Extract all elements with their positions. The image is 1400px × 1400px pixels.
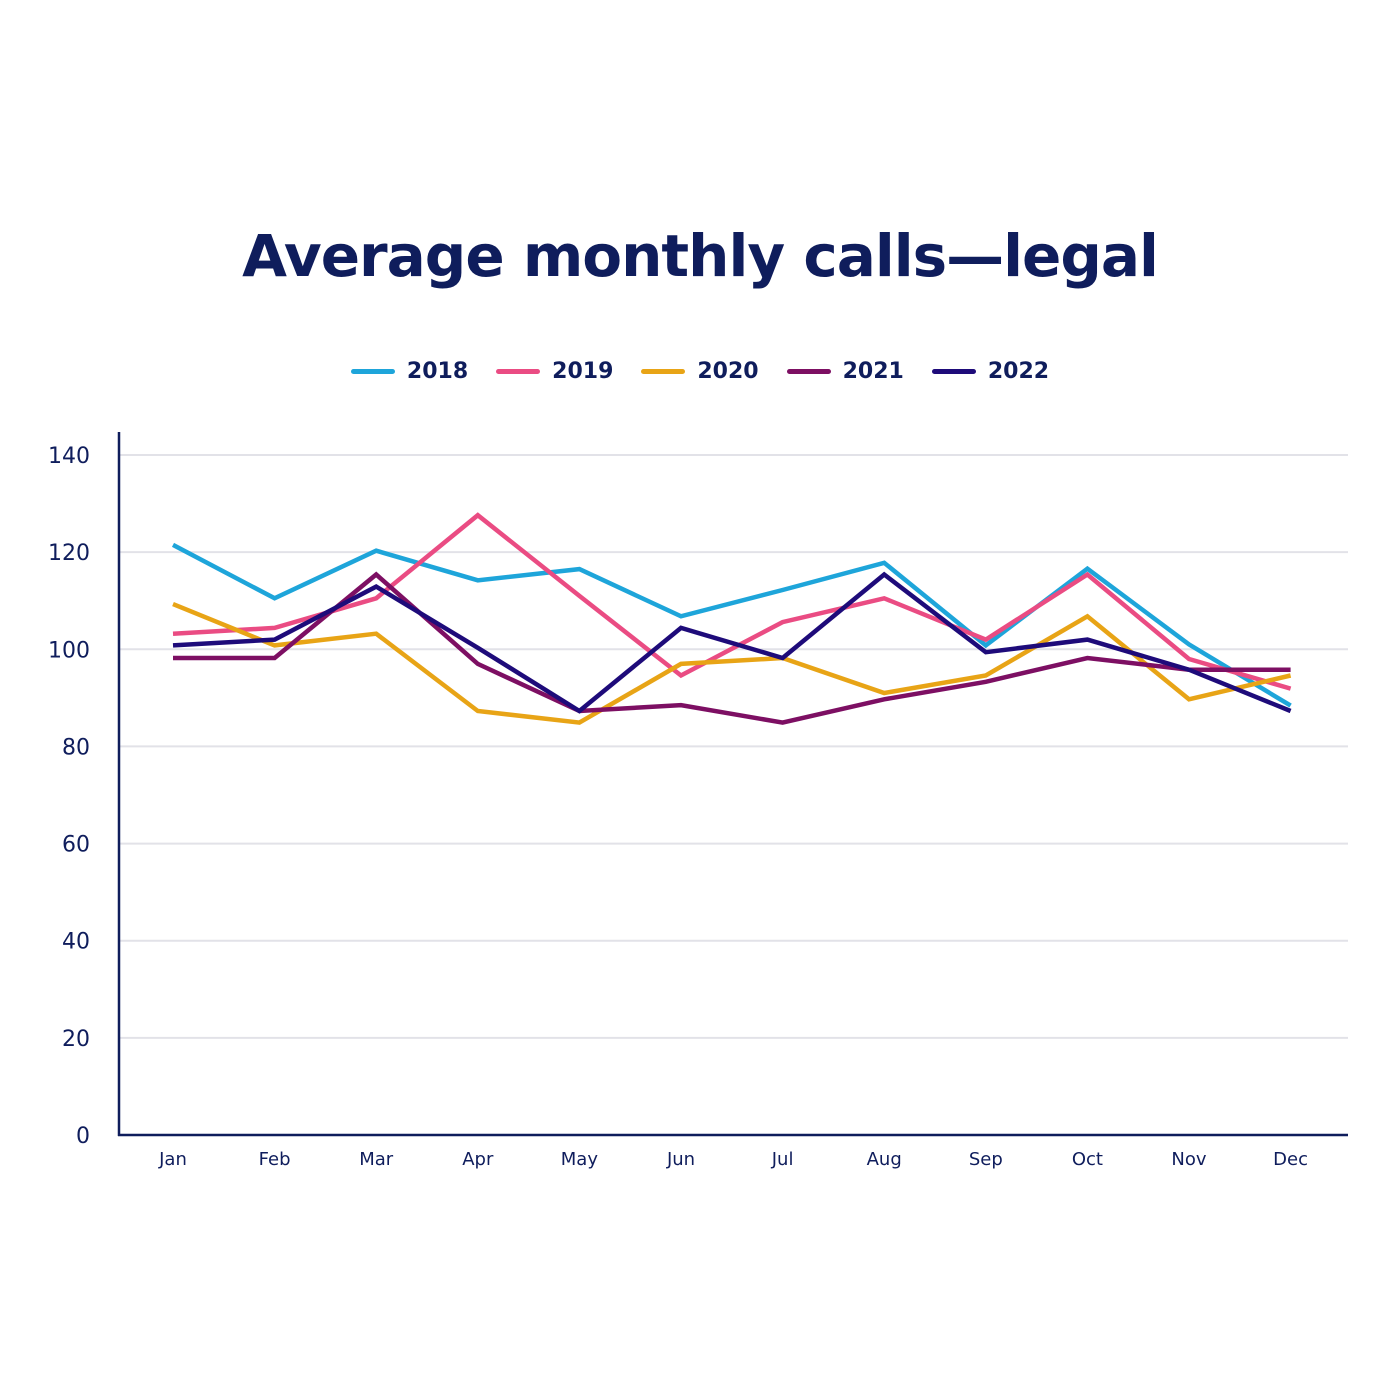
series-line-2019 xyxy=(172,512,1292,691)
y-tick-label: 0 xyxy=(76,1124,90,1149)
legend-item-2022: 2022 xyxy=(931,358,1050,384)
x-tick-label: Apr xyxy=(462,1149,494,1170)
y-tick-label: 20 xyxy=(62,1027,90,1052)
x-tick-label: Mar xyxy=(359,1149,394,1170)
y-tick-label: 40 xyxy=(62,930,90,955)
x-tick-label: Dec xyxy=(1273,1149,1308,1170)
legend-swatch xyxy=(496,368,541,374)
x-tick-label: Nov xyxy=(1171,1149,1206,1170)
legend-label: 2021 xyxy=(842,358,904,384)
chart-legend: 2018 2019 2020 2021 2022 xyxy=(0,354,1400,388)
legend-item-2020: 2020 xyxy=(641,358,759,384)
y-tick-label: 100 xyxy=(48,638,90,663)
legend-label: 2019 xyxy=(552,358,614,384)
series-line-2021 xyxy=(173,571,1291,725)
y-tick-label: 60 xyxy=(62,833,90,858)
series-line-2018 xyxy=(171,542,1292,708)
x-tick-label: May xyxy=(561,1149,599,1170)
x-tick-label: Oct xyxy=(1072,1149,1103,1170)
legend-item-2019: 2019 xyxy=(496,359,613,384)
x-tick-label: Jan xyxy=(158,1149,187,1170)
x-tick-label: Sep xyxy=(969,1149,1003,1170)
x-tick-label: Aug xyxy=(867,1149,902,1170)
legend-label: 2020 xyxy=(697,358,759,384)
legend-swatch xyxy=(786,368,831,374)
y-tick-label: 80 xyxy=(62,735,90,760)
x-tick-label: Feb xyxy=(259,1149,291,1170)
legend-label: 2018 xyxy=(406,358,469,384)
legend-swatch xyxy=(641,368,686,374)
x-tick-label: Jul xyxy=(771,1149,794,1170)
x-tick-label: Jun xyxy=(666,1149,695,1170)
series-line-2022 xyxy=(172,571,1292,714)
legend-label: 2022 xyxy=(987,358,1050,384)
legend-item-2021: 2021 xyxy=(786,358,904,384)
y-tick-label: 120 xyxy=(48,541,90,566)
y-tick-label: 140 xyxy=(48,444,90,469)
chart-title: Average monthly calls—legal xyxy=(242,222,1159,290)
legend-swatch xyxy=(350,368,395,374)
legend-item-2018: 2018 xyxy=(350,358,469,384)
series-line-2020 xyxy=(172,602,1292,725)
legend-swatch xyxy=(931,368,976,374)
